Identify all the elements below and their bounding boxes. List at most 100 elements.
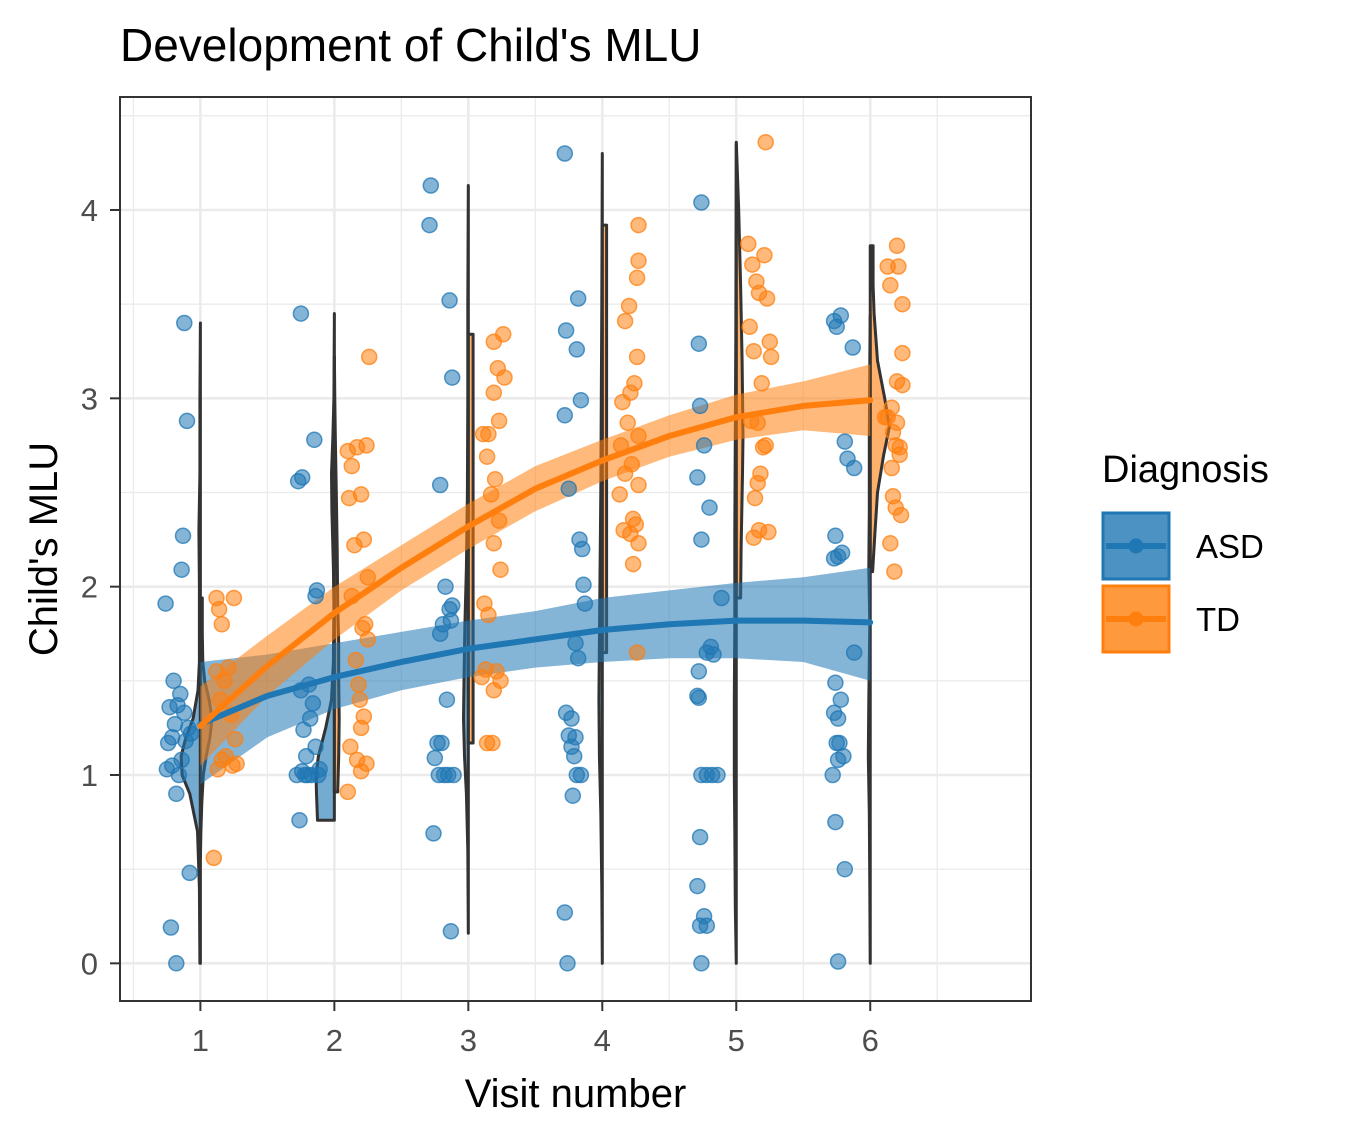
point-td bbox=[891, 446, 908, 464]
point-asd bbox=[443, 369, 461, 386]
smooth-lines bbox=[197, 397, 874, 729]
point-td bbox=[350, 676, 367, 693]
violin-asd-visit-1 bbox=[179, 321, 202, 965]
point-asd bbox=[438, 691, 456, 708]
point-td bbox=[630, 252, 647, 270]
point-asd bbox=[162, 919, 180, 936]
legend-key-point bbox=[1128, 538, 1144, 554]
point-asd bbox=[293, 762, 311, 780]
point-td bbox=[614, 393, 631, 411]
point-td bbox=[346, 536, 363, 554]
point-td bbox=[492, 561, 509, 578]
point-td bbox=[876, 408, 894, 426]
point-asd bbox=[569, 290, 587, 307]
point-asd bbox=[307, 587, 324, 605]
point-td bbox=[482, 486, 500, 503]
point-td bbox=[757, 133, 774, 151]
point-td bbox=[628, 269, 646, 287]
point-asd bbox=[832, 691, 850, 708]
point-td bbox=[225, 589, 243, 607]
point-asd bbox=[576, 595, 594, 612]
point-td bbox=[485, 682, 503, 699]
point-td bbox=[630, 427, 647, 445]
point-asd bbox=[569, 649, 587, 667]
point-asd bbox=[693, 531, 710, 548]
point-asd bbox=[556, 145, 574, 162]
point-td bbox=[485, 535, 503, 552]
point-td bbox=[744, 256, 761, 273]
point-asd bbox=[291, 811, 308, 829]
point-asd bbox=[311, 761, 328, 778]
point-td bbox=[630, 535, 647, 552]
point-td bbox=[484, 734, 501, 752]
point-asd bbox=[829, 751, 847, 769]
point-asd bbox=[158, 761, 176, 778]
y-tick-label: 1 bbox=[81, 758, 98, 793]
point-asd bbox=[559, 955, 576, 972]
point-asd bbox=[693, 194, 710, 211]
point-td bbox=[485, 333, 503, 351]
point-td bbox=[890, 258, 907, 275]
point-asd bbox=[421, 216, 438, 234]
panel-border bbox=[119, 96, 1032, 1002]
point-asd bbox=[426, 749, 444, 767]
point-asd bbox=[693, 955, 710, 972]
point-asd bbox=[698, 917, 716, 934]
legend-key-point bbox=[1128, 611, 1144, 627]
point-td bbox=[894, 344, 911, 362]
legend-items: ASD TD bbox=[1101, 511, 1264, 654]
point-asd bbox=[833, 544, 851, 562]
data-points bbox=[157, 133, 911, 972]
point-td bbox=[745, 342, 762, 360]
point-td bbox=[480, 425, 497, 443]
point-asd bbox=[844, 339, 862, 356]
point-td bbox=[628, 348, 646, 366]
point-asd bbox=[442, 923, 460, 940]
point-asd bbox=[304, 695, 322, 712]
legend-label-td: TD bbox=[1196, 601, 1240, 638]
point-td bbox=[210, 601, 228, 618]
legend-label-asd: ASD bbox=[1196, 528, 1264, 565]
point-td bbox=[343, 457, 361, 475]
point-td bbox=[745, 529, 762, 546]
point-asd bbox=[181, 864, 198, 882]
point-asd bbox=[168, 785, 185, 803]
point-td bbox=[347, 651, 365, 669]
point-asd bbox=[437, 578, 454, 595]
legend-item-td: TD bbox=[1101, 584, 1240, 654]
point-asd bbox=[431, 476, 449, 494]
point-asd bbox=[174, 527, 192, 545]
point-asd bbox=[701, 499, 718, 516]
legend: Diagnosis ASD TD bbox=[1101, 449, 1269, 654]
point-td bbox=[490, 512, 508, 529]
point-td bbox=[883, 459, 900, 477]
point-asd bbox=[293, 469, 311, 486]
point-asd bbox=[422, 177, 440, 194]
point-asd bbox=[691, 397, 709, 415]
point-td bbox=[627, 516, 645, 533]
point-td bbox=[628, 644, 646, 661]
point-asd bbox=[573, 540, 591, 558]
point-asd bbox=[829, 710, 847, 727]
y-tick-label: 0 bbox=[81, 946, 98, 981]
point-asd bbox=[691, 828, 709, 846]
point-asd bbox=[441, 292, 458, 309]
point-asd bbox=[836, 860, 854, 878]
point-td bbox=[351, 691, 369, 708]
point-asd bbox=[443, 597, 461, 614]
point-td bbox=[473, 668, 490, 686]
x-tick-label: 6 bbox=[862, 1023, 879, 1058]
point-asd bbox=[689, 877, 706, 895]
point-asd bbox=[433, 734, 450, 752]
point-asd bbox=[845, 644, 863, 661]
point-td bbox=[749, 474, 766, 492]
point-asd bbox=[827, 674, 844, 691]
point-asd bbox=[572, 766, 590, 784]
point-td bbox=[746, 489, 764, 507]
point-td bbox=[340, 489, 358, 507]
point-td bbox=[630, 476, 647, 494]
point-asd bbox=[836, 433, 854, 450]
point-asd bbox=[563, 710, 580, 727]
point-td bbox=[750, 284, 768, 302]
